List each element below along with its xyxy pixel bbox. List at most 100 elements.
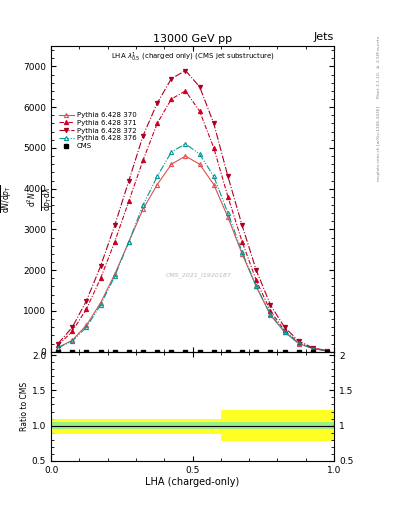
Pythia 6.428 376 (240, 249, 244, 255)
Pythia 6.428 376 (141, 202, 145, 208)
Text: CMS_2021_I1920187: CMS_2021_I1920187 (165, 272, 231, 278)
Pythia 6.428 371 (226, 194, 230, 200)
Pythia 6.428 371 (211, 145, 216, 151)
Pythia 6.428 371 (155, 120, 160, 126)
Line: Pythia 6.428 372: Pythia 6.428 372 (56, 69, 329, 353)
Pythia 6.428 376 (127, 239, 131, 245)
Pythia 6.428 372 (211, 120, 216, 126)
Pythia 6.428 371 (127, 198, 131, 204)
CMS (183, 349, 188, 355)
Pythia 6.428 372 (141, 133, 145, 139)
CMS (70, 349, 75, 355)
Text: Jets: Jets (314, 32, 334, 42)
Y-axis label: $\mathrm{1}$
$\overline{\mathrm{d}N/\mathrm{d}p_\mathrm{T}}$

$\mathrm{d}^2N$
$\: $\mathrm{1}$ $\overline{\mathrm{d}N/\mat… (0, 185, 55, 213)
Pythia 6.428 376 (169, 149, 174, 155)
CMS (155, 349, 160, 355)
CMS (240, 349, 244, 355)
Pythia 6.428 371 (268, 308, 273, 314)
CMS (98, 349, 103, 355)
Pythia 6.428 370 (296, 340, 301, 347)
Line: Pythia 6.428 371: Pythia 6.428 371 (56, 89, 329, 353)
Pythia 6.428 371 (296, 339, 301, 346)
Pythia 6.428 372 (325, 348, 329, 354)
Pythia 6.428 371 (240, 239, 244, 245)
CMS (141, 349, 145, 355)
Pythia 6.428 370 (84, 322, 89, 328)
Line: CMS: CMS (57, 350, 329, 353)
Pythia 6.428 376 (70, 338, 75, 344)
CMS (325, 349, 329, 355)
Pythia 6.428 371 (325, 348, 329, 354)
Pythia 6.428 376 (268, 311, 273, 317)
CMS (296, 349, 301, 355)
Pythia 6.428 370 (155, 182, 160, 188)
Pythia 6.428 376 (84, 324, 89, 330)
Pythia 6.428 376 (155, 174, 160, 180)
Pythia 6.428 370 (268, 312, 273, 318)
Pythia 6.428 376 (254, 284, 259, 290)
Pythia 6.428 370 (226, 214, 230, 220)
Pythia 6.428 371 (112, 239, 117, 245)
Title: 13000 GeV pp: 13000 GeV pp (153, 34, 232, 44)
Pythia 6.428 371 (282, 327, 287, 333)
CMS (56, 349, 61, 355)
CMS (268, 349, 273, 355)
Pythia 6.428 376 (98, 302, 103, 308)
Pythia 6.428 370 (56, 345, 61, 351)
Pythia 6.428 370 (282, 329, 287, 335)
CMS (84, 349, 89, 355)
Pythia 6.428 370 (183, 153, 188, 159)
CMS (282, 349, 287, 355)
Pythia 6.428 371 (169, 96, 174, 102)
CMS (226, 349, 230, 355)
Pythia 6.428 371 (70, 328, 75, 334)
Pythia 6.428 370 (310, 346, 315, 352)
Pythia 6.428 376 (211, 174, 216, 180)
Pythia 6.428 372 (84, 297, 89, 304)
CMS (127, 349, 131, 355)
Pythia 6.428 372 (254, 267, 259, 273)
Pythia 6.428 371 (141, 157, 145, 163)
Pythia 6.428 372 (127, 178, 131, 184)
Pythia 6.428 370 (70, 337, 75, 344)
CMS (211, 349, 216, 355)
Pythia 6.428 370 (141, 206, 145, 212)
Pythia 6.428 372 (183, 68, 188, 74)
Line: Pythia 6.428 370: Pythia 6.428 370 (56, 154, 329, 353)
Pythia 6.428 372 (282, 324, 287, 330)
Pythia 6.428 372 (240, 222, 244, 228)
Pythia 6.428 372 (197, 84, 202, 90)
Pythia 6.428 376 (197, 151, 202, 157)
CMS (254, 349, 259, 355)
Pythia 6.428 370 (240, 251, 244, 257)
Pythia 6.428 372 (155, 100, 160, 106)
Legend: Pythia 6.428 370, Pythia 6.428 371, Pythia 6.428 372, Pythia 6.428 376, CMS: Pythia 6.428 370, Pythia 6.428 371, Pyth… (57, 111, 138, 151)
CMS (197, 349, 202, 355)
Pythia 6.428 370 (211, 182, 216, 188)
Text: mcplots.cern.ch [arXiv:1306.3436]: mcplots.cern.ch [arXiv:1306.3436] (377, 106, 381, 181)
X-axis label: LHA (charged-only): LHA (charged-only) (145, 477, 240, 487)
Pythia 6.428 376 (310, 346, 315, 352)
Text: Rivet 3.1.10, $\geq$ 2.5M events: Rivet 3.1.10, $\geq$ 2.5M events (375, 34, 382, 99)
Text: LHA $\lambda^{1}_{0.5}$ (charged only) (CMS jet substructure): LHA $\lambda^{1}_{0.5}$ (charged only) (… (110, 51, 275, 64)
Pythia 6.428 376 (183, 141, 188, 147)
Pythia 6.428 376 (282, 329, 287, 335)
Pythia 6.428 371 (197, 108, 202, 114)
Pythia 6.428 372 (56, 340, 61, 347)
Pythia 6.428 372 (268, 302, 273, 308)
Pythia 6.428 371 (84, 306, 89, 312)
Pythia 6.428 371 (254, 278, 259, 284)
CMS (169, 349, 174, 355)
Pythia 6.428 370 (127, 239, 131, 245)
Pythia 6.428 371 (183, 88, 188, 94)
Pythia 6.428 376 (56, 345, 61, 351)
Pythia 6.428 376 (325, 348, 329, 354)
CMS (310, 349, 315, 355)
Pythia 6.428 370 (98, 300, 103, 306)
Line: Pythia 6.428 376: Pythia 6.428 376 (56, 142, 329, 353)
Pythia 6.428 371 (56, 342, 61, 348)
Pythia 6.428 372 (226, 174, 230, 180)
Pythia 6.428 371 (310, 345, 315, 351)
Pythia 6.428 370 (169, 161, 174, 167)
Pythia 6.428 370 (254, 284, 259, 290)
